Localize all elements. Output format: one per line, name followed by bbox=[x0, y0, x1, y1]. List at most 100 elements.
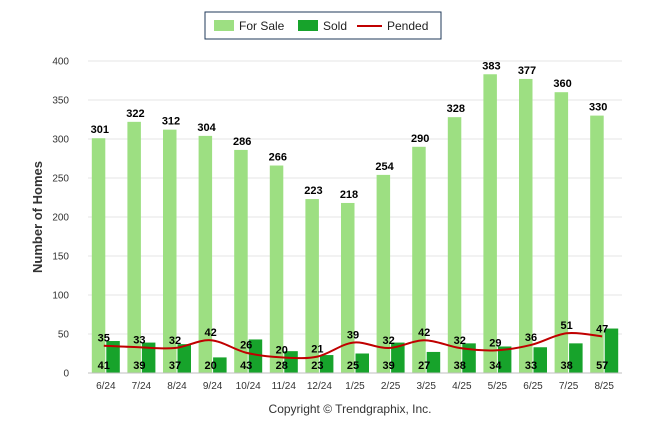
bar-for-sale bbox=[234, 149, 248, 373]
bar-for-sale bbox=[590, 115, 604, 373]
y-tick-label: 300 bbox=[52, 135, 69, 146]
bar-sold bbox=[604, 328, 619, 373]
data-labels: 301 41 322 39 312 37 304 20 286 43 266 28 223 23 218 25… bbox=[91, 60, 609, 372]
y-tick-label: 150 bbox=[52, 252, 69, 263]
bar-sold bbox=[284, 351, 298, 373]
y-tick-label: 250 bbox=[52, 174, 69, 185]
data-label-for-sale: 266 bbox=[269, 152, 287, 164]
data-label-sold: 38 bbox=[454, 360, 466, 372]
bar-for-sale bbox=[376, 174, 391, 373]
y-tick-label: 0 bbox=[63, 369, 69, 380]
bar-sold bbox=[462, 343, 476, 373]
data-label-pended: 36 bbox=[525, 332, 537, 344]
y-tick-label: 400 bbox=[52, 57, 69, 68]
legend-item-sold[interactable]: Sold bbox=[298, 19, 347, 33]
y-tick-label: 50 bbox=[58, 330, 70, 341]
bar-sold bbox=[391, 342, 405, 373]
bar-for-sale bbox=[554, 92, 569, 373]
x-tick-label: 7/24 bbox=[132, 381, 152, 392]
bar-sold bbox=[248, 339, 263, 373]
legend-label: Sold bbox=[323, 19, 347, 33]
legend-label: Pended bbox=[387, 19, 428, 33]
data-label-sold: 25 bbox=[347, 360, 359, 372]
bar-sold bbox=[141, 342, 156, 373]
bar-for-sale bbox=[412, 146, 426, 373]
data-label-pended: 39 bbox=[347, 330, 359, 342]
data-label-sold: 37 bbox=[169, 360, 181, 372]
bar-sold bbox=[497, 346, 512, 373]
data-label-pended: 35 bbox=[98, 333, 110, 345]
data-label-pended: 47 bbox=[596, 323, 608, 335]
x-tick-label: 11/24 bbox=[272, 381, 297, 392]
data-label-pended: 32 bbox=[169, 335, 181, 347]
bar-sold bbox=[177, 344, 191, 373]
data-label-sold: 20 bbox=[204, 360, 216, 372]
data-label-pended: 29 bbox=[489, 337, 501, 349]
y-tick-label: 200 bbox=[52, 213, 69, 224]
x-tick-label: 2/25 bbox=[381, 381, 401, 392]
data-label-for-sale: 290 bbox=[411, 133, 429, 145]
legend-item-pended[interactable]: Pended bbox=[357, 19, 428, 33]
data-label-sold: 39 bbox=[133, 360, 145, 372]
bar-for-sale bbox=[305, 199, 319, 373]
data-label-sold: 27 bbox=[418, 360, 430, 372]
bar-for-sale bbox=[447, 117, 462, 373]
data-label-pended: 42 bbox=[204, 327, 216, 339]
bar-sold bbox=[533, 347, 547, 373]
data-label-for-sale: 328 bbox=[447, 103, 465, 115]
line-pended bbox=[103, 331, 603, 360]
x-axis-ticks: 6/24 7/24 8/24 9/24 10/24 11/24 12/24 1/25 2/25 3… bbox=[96, 381, 614, 392]
bar-sold bbox=[569, 343, 583, 373]
data-label-pended: 33 bbox=[133, 334, 145, 346]
data-label-for-sale: 304 bbox=[197, 122, 216, 134]
bar-sold bbox=[319, 355, 334, 373]
data-label-sold: 28 bbox=[276, 360, 288, 372]
y-tick-label: 350 bbox=[52, 96, 69, 107]
bar-sold bbox=[106, 341, 120, 373]
data-label-for-sale: 383 bbox=[482, 60, 500, 72]
bar-for-sale bbox=[519, 78, 533, 373]
data-label-sold: 23 bbox=[311, 360, 323, 372]
data-label-sold: 34 bbox=[489, 360, 502, 372]
x-tick-label: 5/25 bbox=[488, 381, 508, 392]
copyright-text: Copyright © Trendgraphix, Inc. bbox=[269, 402, 432, 416]
legend-swatch bbox=[214, 20, 234, 31]
data-label-pended: 32 bbox=[382, 335, 394, 347]
series-sold bbox=[106, 328, 619, 373]
x-tick-label: 7/25 bbox=[559, 381, 579, 392]
x-tick-label: 6/24 bbox=[96, 381, 116, 392]
data-label-sold: 41 bbox=[98, 360, 110, 372]
data-label-for-sale: 223 bbox=[304, 185, 322, 197]
legend-box bbox=[204, 11, 442, 40]
y-tick-label: 100 bbox=[52, 291, 69, 302]
x-tick-label: 4/25 bbox=[452, 381, 472, 392]
bar-for-sale bbox=[483, 74, 497, 373]
bar-for-sale bbox=[91, 138, 106, 373]
x-tick-label: 8/25 bbox=[594, 381, 614, 392]
legend-item-for-sale[interactable]: For Sale bbox=[214, 19, 285, 33]
data-label-for-sale: 360 bbox=[553, 78, 571, 90]
data-label-sold: 33 bbox=[525, 360, 537, 372]
data-label-pended: 21 bbox=[311, 344, 323, 356]
bar-for-sale bbox=[163, 129, 177, 373]
data-label-for-sale: 254 bbox=[375, 161, 394, 173]
x-tick-label: 9/24 bbox=[203, 381, 223, 392]
legend-label: For Sale bbox=[239, 19, 285, 33]
x-tick-label: 3/25 bbox=[416, 381, 436, 392]
data-label-pended: 51 bbox=[560, 320, 572, 332]
data-label-pended: 20 bbox=[276, 344, 288, 356]
data-label-for-sale: 312 bbox=[162, 116, 180, 128]
data-label-sold: 38 bbox=[560, 360, 572, 372]
data-label-for-sale: 330 bbox=[589, 102, 607, 114]
data-label-for-sale: 286 bbox=[233, 136, 251, 148]
bar-for-sale bbox=[198, 135, 213, 373]
bar-sold bbox=[213, 357, 227, 373]
legend-swatch bbox=[298, 20, 318, 31]
data-label-sold: 43 bbox=[240, 360, 252, 372]
data-label-for-sale: 377 bbox=[518, 65, 536, 77]
bar-for-sale bbox=[341, 202, 355, 373]
data-label-sold: 57 bbox=[596, 360, 608, 372]
bar-sold bbox=[426, 351, 441, 373]
data-label-sold: 39 bbox=[382, 360, 394, 372]
